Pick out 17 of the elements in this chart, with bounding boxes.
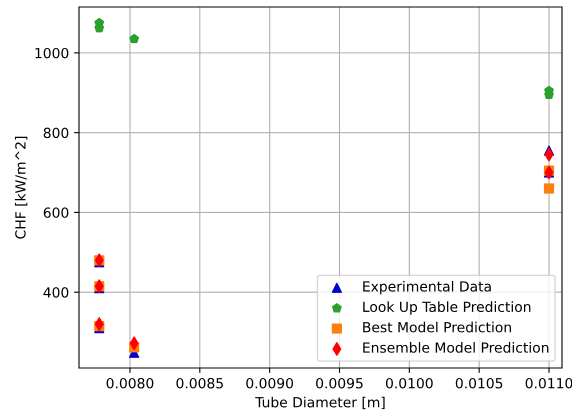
legend-label: Experimental Data <box>363 280 491 294</box>
y-tick-label: 400 <box>43 287 68 298</box>
x-tick-label: 0.0095 <box>316 378 363 388</box>
y-tick-label: 800 <box>44 128 68 138</box>
x-tick-label: 0.0085 <box>176 378 223 388</box>
x-tick-label: 0.0110 <box>526 378 572 388</box>
x-tick-label: 0.0090 <box>246 378 294 388</box>
legend-label: Best Model Prediction <box>363 322 511 332</box>
x-axis-title: Tube Diameter [m] <box>255 396 385 410</box>
y-axis-title: CHF [kW/m^2] <box>14 136 28 239</box>
legend-label: Ensemble Model Prediction <box>363 342 548 353</box>
x-tick-label: 0.0100 <box>386 378 433 388</box>
y-tick-label: 1000 <box>35 48 68 58</box>
legend-label: Look Up Table Prediction <box>363 301 530 315</box>
x-tick-label: 0.0080 <box>106 378 154 388</box>
y-tick-label: 600 <box>44 207 68 218</box>
x-tick-label: 0.0105 <box>456 378 502 388</box>
